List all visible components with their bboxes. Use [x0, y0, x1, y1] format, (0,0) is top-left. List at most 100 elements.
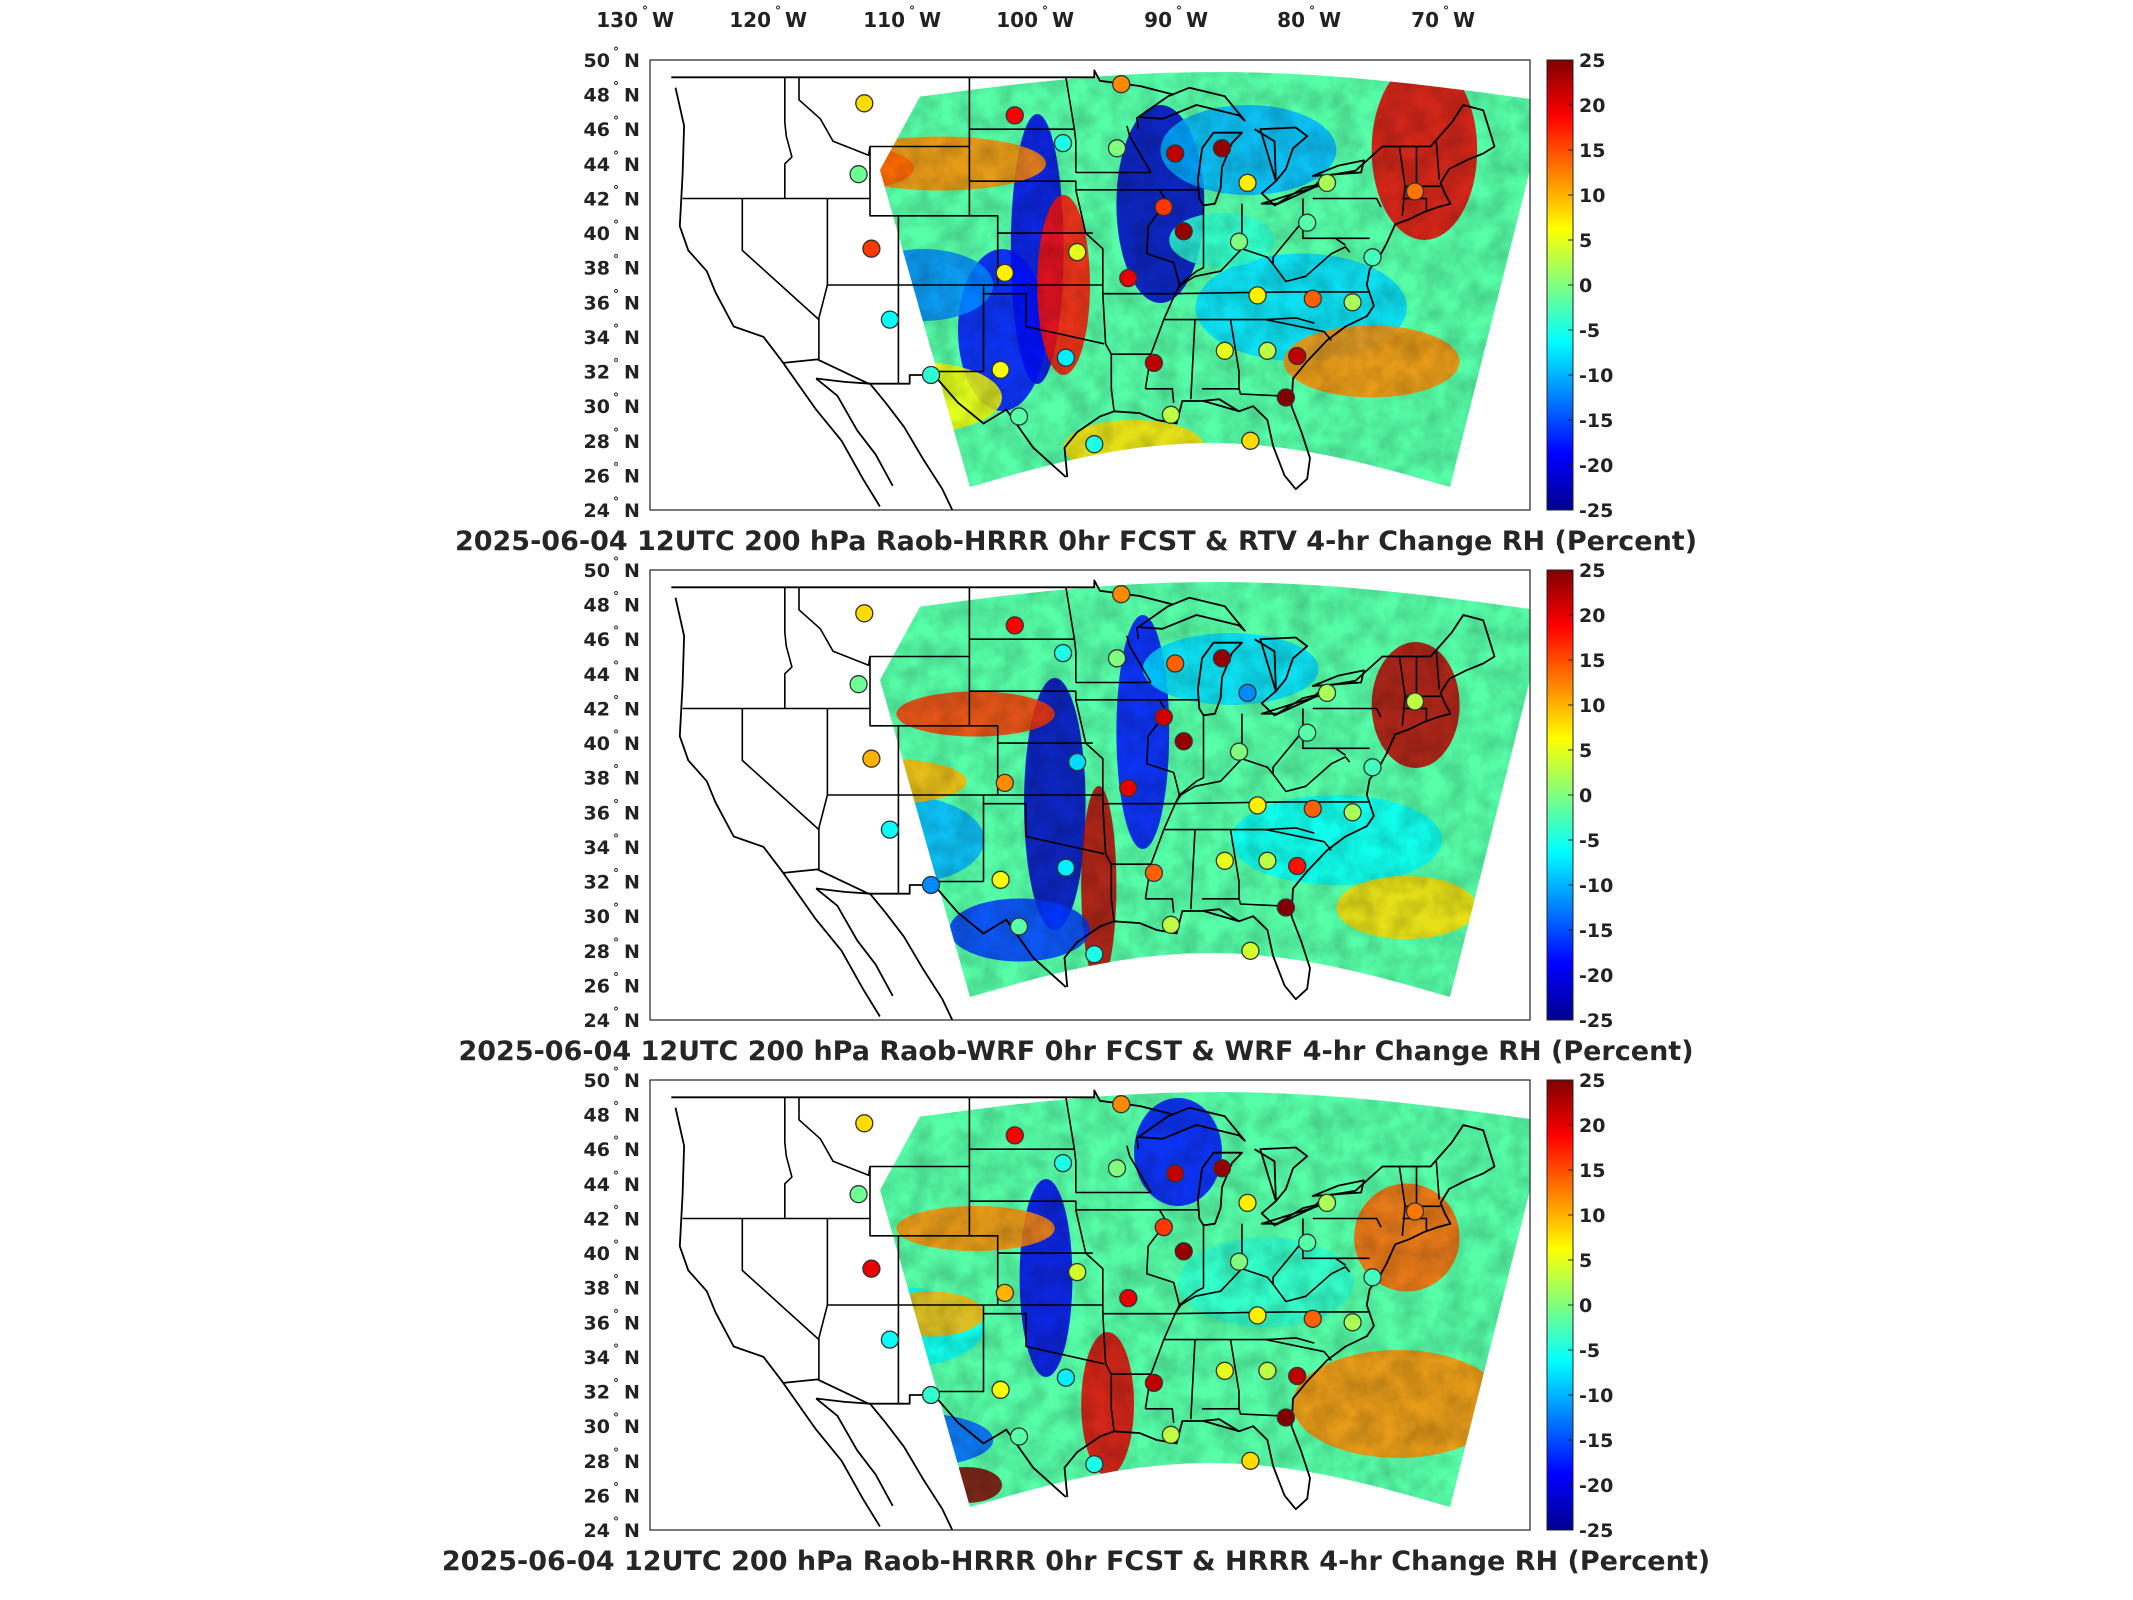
svg-text:50: 50: [584, 560, 610, 582]
state-border: [1202, 829, 1240, 900]
latitude-label: 46 ° N: [584, 114, 640, 141]
colorbar-tick-label: 5: [1579, 1250, 1592, 1272]
svg-text:°: °: [613, 659, 619, 673]
state-border: [1178, 713, 1205, 796]
raob-station-marker: [1248, 796, 1267, 815]
coastline: [1063, 1124, 1496, 1511]
svg-text:°: °: [613, 357, 619, 371]
coastline: [815, 1397, 954, 1531]
state-border: [869, 1166, 970, 1237]
latitude-label: 46 ° N: [584, 624, 640, 651]
state-border: [1312, 197, 1382, 208]
state-border: [1335, 1257, 1346, 1266]
latitude-label: 38 ° N: [584, 1273, 640, 1300]
raob-station-marker: [1238, 683, 1257, 703]
svg-text:48: 48: [584, 85, 610, 107]
state-border: [1065, 77, 1077, 173]
raob-station-marker: [1005, 616, 1024, 635]
state-border: [1174, 1266, 1351, 1315]
raob-station-marker: [1241, 1451, 1260, 1470]
state-border: [983, 802, 1105, 855]
svg-text:42: 42: [584, 699, 610, 721]
raob-station-marker: [1161, 405, 1181, 424]
raob-station-marker: [1212, 139, 1232, 158]
svg-text:°: °: [613, 253, 619, 267]
state-border: [1265, 317, 1315, 324]
svg-text:°: °: [909, 4, 915, 18]
state-border: [1075, 1209, 1104, 1314]
raob-station-marker: [1248, 1306, 1267, 1325]
svg-text:°: °: [613, 1204, 619, 1218]
svg-text:W: W: [919, 8, 941, 32]
raob-station-marker: [1405, 182, 1425, 201]
raob-stations: [849, 75, 1425, 454]
svg-text:N: N: [624, 362, 640, 384]
colorbar-tick-label: 20: [1579, 95, 1605, 117]
coastline: [1203, 400, 1240, 413]
lake-outline: [1260, 182, 1327, 205]
svg-text:°: °: [613, 1342, 619, 1356]
state-border: [1174, 246, 1351, 295]
rh-field-texture: [880, 72, 1530, 487]
latitude-label: 36 ° N: [584, 1307, 640, 1334]
latitude-label: 44 ° N: [584, 659, 640, 686]
svg-text:N: N: [624, 733, 640, 755]
colorbar-tick-label: 15: [1579, 650, 1605, 672]
state-border: [1172, 291, 1369, 295]
svg-text:°: °: [613, 1005, 619, 1019]
svg-text:°: °: [613, 218, 619, 232]
svg-text:24: 24: [584, 500, 610, 522]
state-border: [968, 1097, 999, 1305]
svg-text:°: °: [613, 590, 619, 604]
state-border: [1075, 699, 1104, 804]
raob-station-marker: [1144, 1373, 1164, 1393]
svg-text:°: °: [613, 184, 619, 198]
state-border: [869, 656, 970, 727]
svg-text:°: °: [613, 970, 619, 984]
latitude-label: 38 ° N: [584, 253, 640, 280]
state-border: [1272, 222, 1303, 265]
raob-station-marker: [1229, 232, 1249, 251]
latitude-label: 28 ° N: [584, 1446, 640, 1473]
svg-text:48: 48: [584, 595, 610, 617]
coastline: [674, 87, 881, 507]
colorbar-tick-label: -25: [1579, 500, 1613, 522]
map-panel: 50 ° N48 ° N46 ° N44 ° N42 ° N40 ° N38 ° N36 ° N34 ° N32 ° N…: [442, 1065, 1710, 1577]
colorbar-tick-label: -25: [1579, 1010, 1613, 1032]
svg-text:°: °: [613, 832, 619, 846]
colorbar-tick-label: 25: [1579, 560, 1605, 582]
raob-station-marker: [1005, 106, 1024, 125]
raob-station-marker: [862, 239, 881, 258]
colorbar-tick-label: 25: [1579, 50, 1605, 72]
rh-change-field: [880, 1092, 1530, 1507]
svg-text:°: °: [613, 1411, 619, 1425]
svg-text:W: W: [1453, 8, 1475, 32]
raob-station-marker: [880, 310, 900, 329]
lake-outline: [1197, 131, 1243, 207]
svg-text:26: 26: [584, 975, 610, 997]
latitude-label: 48 ° N: [584, 80, 640, 107]
svg-text:30: 30: [584, 906, 610, 928]
svg-text:°: °: [613, 426, 619, 440]
svg-text:110: 110: [863, 8, 905, 32]
raob-station-marker: [1009, 917, 1029, 936]
svg-text:32: 32: [584, 1382, 610, 1404]
map-frame: [649, 569, 1531, 1021]
colorbar-tick-label: -10: [1579, 365, 1613, 387]
colorbar-tick-label: -10: [1579, 875, 1613, 897]
raob-station-marker: [1241, 431, 1260, 450]
raob-station-marker: [849, 675, 868, 694]
raob-station-marker: [1166, 144, 1185, 163]
colorbar-tick-label: 15: [1579, 1160, 1605, 1182]
svg-text:°: °: [613, 1307, 619, 1321]
raob-station-marker: [1363, 1268, 1382, 1287]
colorbar-tick-label: 20: [1579, 605, 1605, 627]
map-panel: 50 ° N48 ° N46 ° N44 ° N42 ° N40 ° N38 ° N36 ° N34 ° N32 ° N…: [458, 555, 1693, 1067]
raob-station-marker: [1248, 286, 1267, 305]
state-border: [1065, 587, 1077, 683]
svg-text:28: 28: [584, 431, 610, 453]
svg-text:N: N: [624, 431, 640, 453]
raob-station-marker: [1258, 1361, 1277, 1380]
state-border: [1174, 756, 1351, 805]
raob-station-marker: [1119, 1288, 1138, 1308]
